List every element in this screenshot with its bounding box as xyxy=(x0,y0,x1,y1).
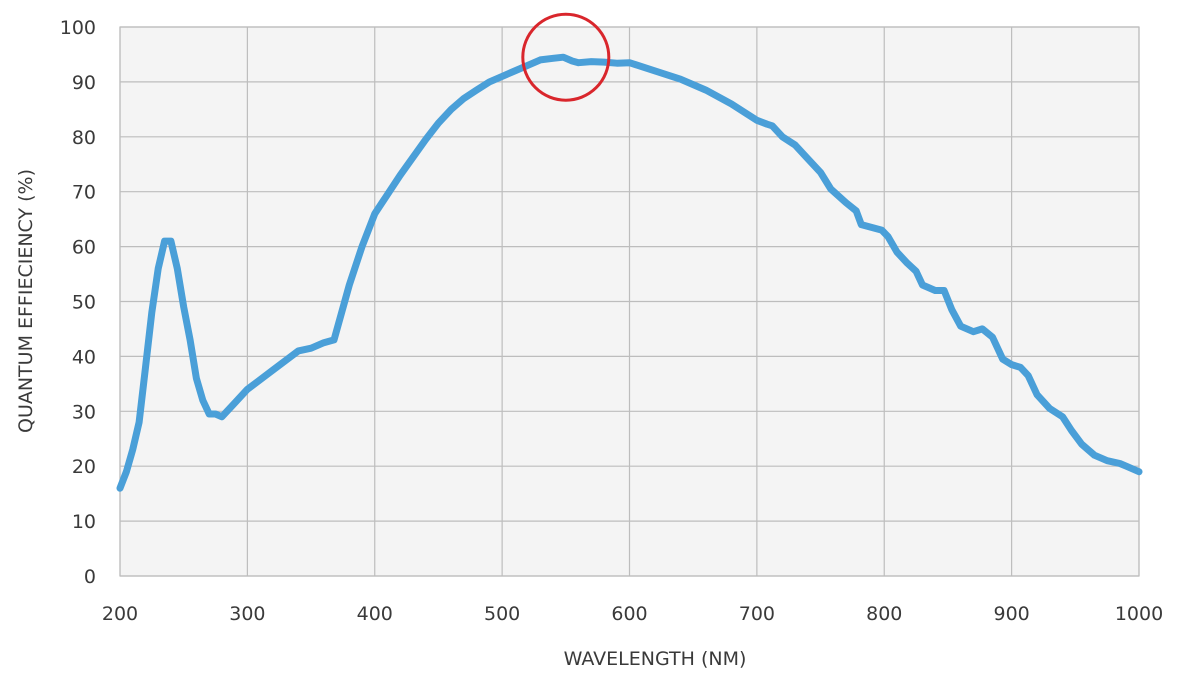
y-tick-label: 70 xyxy=(72,182,96,204)
series-line xyxy=(116,53,1143,492)
y-tick-label: 50 xyxy=(72,292,96,314)
y-tick-label: 0 xyxy=(84,566,96,588)
y-tick-label: 80 xyxy=(72,127,96,149)
x-tick-label: 800 xyxy=(866,603,902,625)
x-tick-label: 1000 xyxy=(1115,603,1163,625)
x-axis-ticks: 200 300 400 500 600 700 800 900 1000 xyxy=(102,603,1163,625)
x-tick-label: 600 xyxy=(611,603,647,625)
x-tick-label: 500 xyxy=(484,603,520,625)
y-tick-label: 20 xyxy=(72,456,96,478)
x-tick-label: 400 xyxy=(357,603,393,625)
y-axis-ticks: 0 10 20 30 40 50 60 70 80 90 100 xyxy=(60,17,96,588)
y-tick-label: 10 xyxy=(72,511,96,533)
x-tick-label: 700 xyxy=(739,603,775,625)
y-tick-label: 90 xyxy=(72,72,96,94)
y-tick-label: 60 xyxy=(72,237,96,259)
x-tick-label: 900 xyxy=(993,603,1029,625)
x-axis-label: WAVELENGTH (NM) xyxy=(564,648,747,670)
y-tick-label: 100 xyxy=(60,17,96,39)
x-tick-label: 300 xyxy=(229,603,265,625)
highlight-circle xyxy=(521,12,611,102)
y-tick-label: 40 xyxy=(72,346,96,368)
x-tick-label: 200 xyxy=(102,603,138,625)
y-tick-label: 30 xyxy=(72,401,96,423)
y-axis-label: QUANTUM EFFIECIENCY (%) xyxy=(15,169,37,433)
